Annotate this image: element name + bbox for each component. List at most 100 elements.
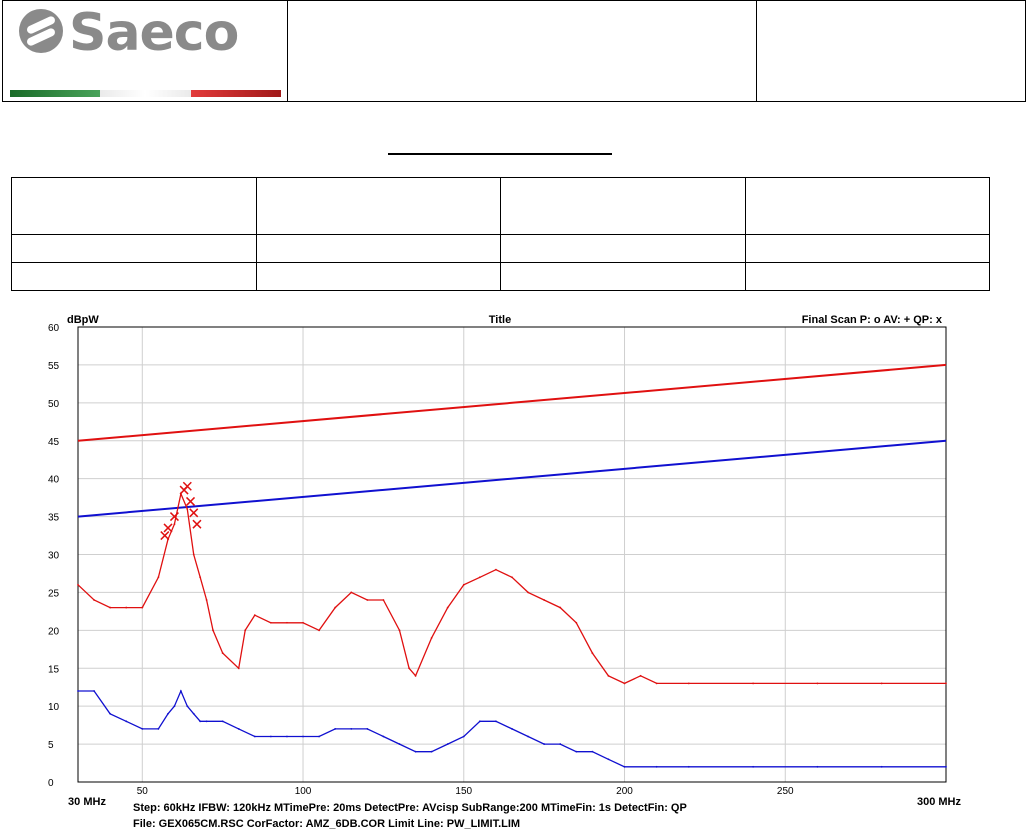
info-cell: [255, 177, 501, 235]
series-point: [575, 750, 578, 753]
series-point: [221, 652, 224, 654]
series-point: [366, 728, 369, 730]
series-point: [575, 621, 578, 624]
y-tick-label: 20: [48, 626, 60, 637]
series-point: [816, 682, 819, 685]
y-tick-label: 55: [48, 361, 60, 372]
series-point: [318, 735, 321, 738]
y-tick-label: 30: [48, 551, 60, 562]
series-point: [430, 750, 433, 753]
series-point: [527, 735, 529, 738]
header-table: Saeco: [2, 0, 1026, 102]
x-tick-label: 250: [777, 786, 794, 797]
series-point: [253, 614, 256, 617]
series-point: [414, 674, 417, 677]
chart-title: Title: [489, 314, 511, 326]
series-point: [205, 599, 208, 601]
tick-layer: 0 5 10 15 20 25 30 35 40 45 50 55 60 30 MHz 50 100 150 20…: [48, 323, 962, 808]
info-cell: [255, 262, 501, 291]
series-point: [408, 667, 411, 670]
series-point: [495, 568, 497, 571]
series-point: [192, 553, 195, 556]
chart-legend: Final Scan P: o AV: + QP: x: [802, 314, 943, 326]
grid-layer: [78, 327, 946, 782]
title-underline: [388, 153, 612, 155]
series-point: [109, 712, 112, 715]
series-point: [192, 712, 195, 715]
series-point: [752, 765, 755, 768]
limit-layer: [77, 363, 947, 518]
series-point: [478, 720, 481, 723]
series-point: [559, 606, 562, 609]
info-cell: [11, 262, 257, 291]
series-point: [125, 606, 128, 609]
series-point: [334, 606, 337, 609]
chart-footer-line-1: Step: 60kHz IFBW: 120kHz MTimePre: 20ms …: [133, 802, 687, 814]
qp-marker: [169, 512, 179, 522]
limit-line: [77, 439, 947, 518]
info-cell: [500, 262, 746, 291]
series-point: [398, 743, 401, 745]
series-point: [752, 682, 755, 685]
chart-footer-line-2: File: GEX065CM.RSC CorFactor: AMZ_6DB.CO…: [133, 818, 520, 830]
series-point: [302, 621, 304, 624]
series-point: [93, 690, 95, 692]
series-point: [414, 750, 417, 753]
series-line: [77, 491, 946, 685]
info-cell: [500, 177, 746, 235]
series-point: [199, 720, 202, 723]
series-point: [237, 728, 240, 730]
series-point: [655, 682, 658, 685]
series-point: [382, 735, 385, 738]
series-point: [157, 576, 160, 579]
x-tick-label: 300 MHz: [917, 796, 962, 808]
series-point: [93, 599, 95, 601]
series-point: [286, 735, 288, 738]
marker-layer: [160, 481, 202, 541]
series-point: [687, 682, 690, 685]
series-point: [880, 765, 883, 768]
logo-text: Saeco: [69, 3, 239, 63]
series-point: [446, 743, 449, 745]
series-point: [350, 591, 353, 594]
y-tick-label: 10: [48, 702, 60, 713]
info-cell: [744, 234, 990, 263]
series-point: [318, 629, 321, 632]
series-point: [186, 705, 189, 708]
info-cell: [11, 177, 257, 235]
plot-frame: [77, 326, 947, 783]
y-axis-label: dBpW: [67, 314, 99, 326]
series-point: [141, 728, 144, 730]
series-point: [623, 765, 626, 768]
series-point: [125, 720, 128, 723]
flag-red: [190, 90, 281, 97]
series-point: [199, 576, 202, 579]
y-tick-label: 15: [48, 664, 60, 675]
info-cell: [11, 234, 257, 263]
emission-chart: 0 5 10 15 20 25 30 35 40 45 50 55 60 30 MHz 50 100 150 20…: [0, 300, 1027, 832]
series-point: [543, 743, 546, 745]
series-point: [687, 765, 690, 768]
qp-marker: [163, 523, 173, 533]
series-point: [212, 629, 214, 632]
header-right-cell: [756, 0, 1026, 102]
logo-cell: Saeco: [2, 0, 288, 102]
series-point: [511, 576, 513, 579]
y-tick-label: 25: [48, 588, 60, 599]
series-point: [173, 523, 176, 526]
info-table: [11, 177, 990, 291]
info-cell: [744, 262, 990, 291]
italian-flag-strip: [10, 90, 281, 97]
x-tick-label: 100: [295, 786, 312, 797]
series-point: [350, 728, 353, 730]
x-tick-label: 30 MHz: [68, 796, 106, 808]
info-cell: [744, 177, 990, 235]
series-point: [157, 728, 160, 730]
series-point: [559, 743, 562, 745]
series-point: [527, 591, 529, 594]
series-point: [109, 606, 112, 609]
series-point: [244, 629, 247, 632]
series-point: [269, 621, 272, 624]
series-point: [382, 599, 385, 601]
series-point: [607, 674, 610, 677]
